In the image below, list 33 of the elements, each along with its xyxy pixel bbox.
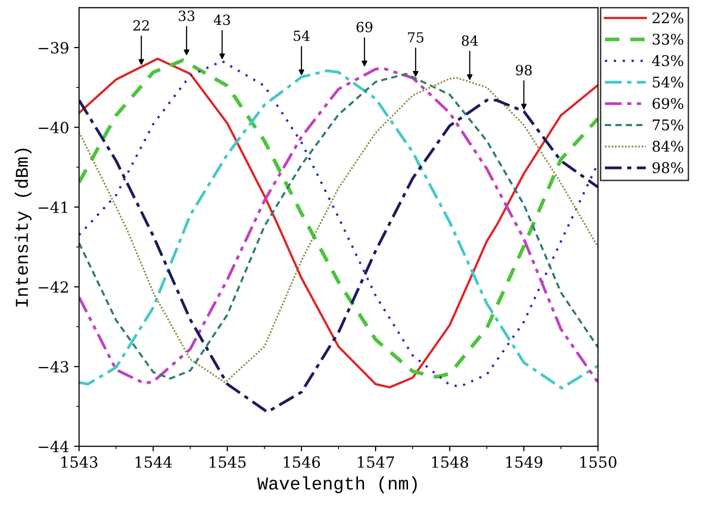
x-axis-title: Wavelength (nm) <box>257 476 417 494</box>
legend-label: 22% <box>652 12 684 24</box>
annotation: 84 <box>462 35 478 46</box>
x-tick-label: 1548 <box>432 456 468 468</box>
y-tick-label: −43 <box>38 361 68 373</box>
annotation: 75 <box>408 32 424 43</box>
annotation: 33 <box>178 10 194 22</box>
annotation: 98 <box>516 64 532 76</box>
x-tick-label: 1550 <box>580 456 616 468</box>
y-tick-label: −39 <box>38 42 68 54</box>
legend-label: 75% <box>652 119 684 130</box>
legend-label: 54% <box>652 76 684 88</box>
y-tick-label: −42 <box>38 281 68 293</box>
annotation: 69 <box>356 22 372 32</box>
x-tick-label: 1546 <box>284 456 320 468</box>
x-tick-label: 1547 <box>358 456 394 468</box>
y-tick-label: −41 <box>38 202 68 213</box>
x-tick-label: 1549 <box>506 456 542 468</box>
legend-label: 33% <box>652 34 684 45</box>
y-tick-label: −44 <box>38 440 69 452</box>
annotation: 54 <box>294 30 310 42</box>
legend-label: 84% <box>652 140 684 152</box>
x-tick-label: 1545 <box>210 456 246 468</box>
annotation: 22 <box>133 20 149 30</box>
annotation: 43 <box>214 14 230 26</box>
legend-label: 43% <box>652 55 684 66</box>
legend-label: 98% <box>652 162 684 174</box>
line-series <box>79 98 598 414</box>
y-tick-label: −40 <box>38 122 68 134</box>
x-tick-label: 1543 <box>61 456 98 468</box>
legend-label: 69% <box>652 98 684 109</box>
x-tick-label: 1544 <box>136 456 172 468</box>
y-axis-title: Intensity (dBm) <box>14 148 32 306</box>
